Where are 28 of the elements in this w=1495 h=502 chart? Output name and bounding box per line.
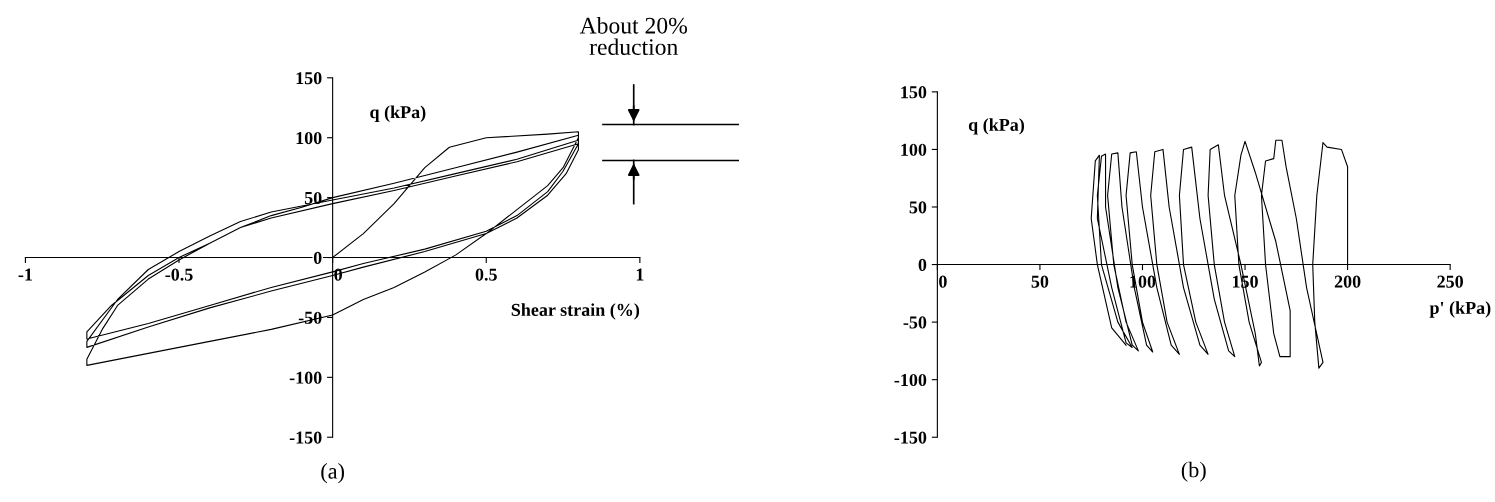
y-tick-label: 100 [901,143,927,156]
y-tick-label: -100 [894,373,927,387]
y-tick-label: 150 [901,86,927,99]
y-tick-label: 100 [296,131,322,145]
y-tick-label: -150 [894,431,927,444]
y-tick-label: 50 [909,201,927,214]
text: (b) [1181,461,1206,482]
x-tick-label: -1 [18,268,32,281]
x-axis-title: p' (kPa) [1429,301,1491,318]
y-axis-title: q (kPa) [968,118,1025,135]
y-tick-label: -50 [903,316,927,329]
text: (a) [321,463,344,484]
x-tick-label: 50 [1031,275,1049,288]
x-tick-label: 0.5 [475,268,497,281]
x-tick-label: -0.5 [165,268,193,281]
x-tick-label: 250 [1437,275,1463,288]
y-axis-title: q (kPa) [370,105,426,122]
x-tick-label: 200 [1334,275,1361,288]
y-tick-label: 150 [296,72,322,85]
y-tick-label: 50 [304,191,322,205]
x-tick-label: 0 [939,275,947,288]
text: About 20% reduction [579,17,688,56]
y-tick-label: 0 [918,258,927,271]
y-tick-label: -100 [289,371,322,384]
x-axis-title: Shear strain (%) [511,303,640,320]
y-tick-label: -150 [289,431,322,444]
x-tick-label: 1 [636,268,644,281]
y-tick-label: 0 [313,251,322,264]
